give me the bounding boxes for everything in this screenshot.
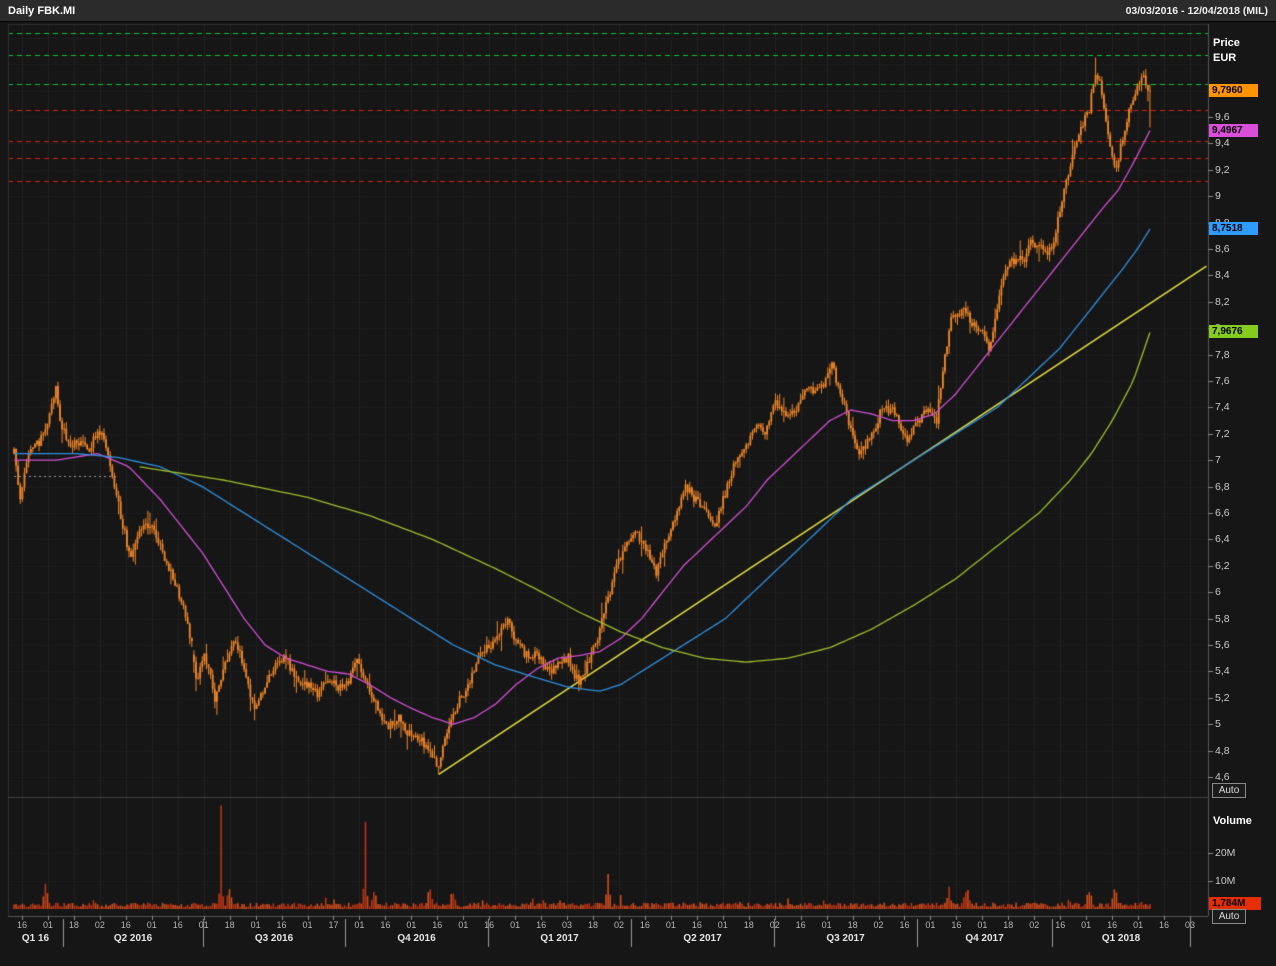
time-tick-label: 16 — [16, 920, 27, 930]
time-tick-label: 16 — [639, 920, 650, 930]
volume-auto-button[interactable]: Auto — [1212, 909, 1246, 924]
time-tick-label: 16 — [432, 920, 443, 930]
price-tick-label: 5,4 — [1215, 665, 1230, 678]
time-tick-label: 18 — [847, 920, 858, 930]
time-tick-label: 01 — [42, 920, 53, 930]
chart-date-range: 03/03/2016 - 12/04/2018 (MIL) — [1125, 4, 1268, 17]
time-tick-label: 02 — [873, 920, 884, 930]
price-axis-title: Price EUR — [1213, 36, 1240, 66]
price-tick-label: 7,6 — [1215, 375, 1230, 387]
quarter-label: Q4 2016 — [397, 933, 436, 944]
volume-tick-label: 20M — [1215, 847, 1236, 859]
price-tick-label: 8,4 — [1215, 269, 1230, 282]
quarter-label: Q3 2017 — [826, 933, 865, 944]
price-axis-title-line2: EUR — [1213, 52, 1237, 64]
time-tick-label: 01 — [406, 920, 417, 930]
time-tick-label: 01 — [354, 920, 365, 930]
time-tick-label: 01 — [977, 920, 988, 930]
time-tick-label: 16 — [380, 920, 391, 930]
last-price-value-badge: 9,7960 — [1209, 84, 1258, 98]
price-tick-label: 5 — [1215, 718, 1221, 731]
volume-axis-title: Volume — [1213, 815, 1252, 827]
time-tick-label: 17 — [328, 920, 339, 930]
ma-mid-value-badge: 8,7518 — [1209, 221, 1258, 235]
volume-last-badge: 1,784M — [1209, 897, 1261, 910]
ma-fast-value-badge: 9,4967 — [1209, 123, 1258, 137]
time-tick-label: 16 — [951, 920, 962, 930]
time-tick-label: 01 — [1081, 920, 1092, 930]
quarter-label: Q1 2018 — [1101, 933, 1141, 944]
time-tick-label: 01 — [146, 920, 157, 930]
time-tick-label: 02 — [769, 920, 780, 930]
price-tick-label: 4,6 — [1215, 771, 1230, 783]
price-tick-label: 9,2 — [1215, 163, 1230, 176]
time-tick-label: 16 — [899, 920, 910, 930]
price-tick-label: 6,8 — [1215, 480, 1230, 493]
time-tick-label: 01 — [510, 920, 521, 930]
time-tick-label: 16 — [1055, 920, 1066, 930]
time-tick-label: 18 — [68, 920, 79, 930]
time-tick-label: 16 — [1107, 920, 1118, 930]
time-tick-label: 18 — [743, 920, 754, 930]
price-tick-label: 5,8 — [1215, 612, 1230, 625]
time-tick-label: 01 — [302, 920, 313, 930]
time-tick-label: 03 — [562, 920, 573, 930]
ma-slow-value-badge: 7,9676 — [1209, 325, 1258, 339]
time-tick-label: 18 — [224, 920, 235, 930]
time-tick-label: 01 — [665, 920, 676, 930]
time-tick-label: 01 — [1133, 920, 1144, 930]
time-tick-label: 16 — [1159, 920, 1170, 930]
quarter-label: Q2 2017 — [683, 933, 722, 944]
price-axis-title-line1: Price — [1213, 37, 1240, 49]
quarter-label: Q1 16 — [21, 933, 50, 944]
price-tick-label: 4,8 — [1215, 744, 1230, 757]
time-tick-label: 01 — [198, 920, 209, 930]
quarter-label: Q2 2016 — [113, 933, 153, 944]
time-tick-label: 16 — [795, 920, 806, 930]
time-tick-label: 16 — [172, 920, 183, 930]
price-tick-label: 6,4 — [1215, 533, 1230, 546]
price-tick-label: 9,4 — [1215, 137, 1230, 150]
quarter-label: Q1 2017 — [540, 933, 579, 944]
price-tick-label: 8,6 — [1215, 243, 1230, 255]
time-tick-label: 18 — [1003, 920, 1014, 930]
price-tick-label: 9,6 — [1215, 111, 1230, 123]
chart-title: Daily FBK.MI — [8, 4, 76, 17]
price-tick-label: 6,2 — [1215, 559, 1230, 572]
time-tick-label: 18 — [588, 920, 599, 930]
time-tick-label: 16 — [120, 920, 131, 930]
price-auto-button[interactable]: Auto — [1212, 783, 1246, 798]
time-tick-label: 01 — [821, 920, 832, 930]
price-tick-label: 7 — [1215, 454, 1221, 467]
time-tick-label: 01 — [250, 920, 261, 930]
price-tick-label: 5,6 — [1215, 639, 1230, 651]
price-tick-label: 7,4 — [1215, 401, 1230, 414]
title-bar: Daily FBK.MI 03/03/2016 - 12/04/2018 (MI… — [0, 0, 1276, 22]
quarter-label: Q3 2016 — [254, 933, 294, 944]
time-tick-label: 16 — [691, 920, 702, 930]
price-tick-label: 6 — [1215, 586, 1221, 599]
price-tick-label: 9 — [1215, 190, 1221, 203]
price-tick-label: 6,6 — [1215, 507, 1230, 519]
time-tick-label: 03 — [1184, 920, 1195, 930]
price-tick-label: 8,2 — [1215, 295, 1230, 308]
price-tick-label: 5,2 — [1215, 691, 1230, 704]
time-tick-label: 02 — [1029, 920, 1040, 930]
time-tick-label: 16 — [484, 920, 495, 930]
volume-tick-label: 10M — [1215, 875, 1236, 887]
price-tick-label: 7,8 — [1215, 348, 1230, 361]
quarter-label: Q4 2017 — [965, 933, 1004, 944]
time-tick-label: 01 — [925, 920, 936, 930]
time-tick-label: 01 — [717, 920, 728, 930]
time-tick-label: 02 — [613, 920, 624, 930]
time-tick-label: 16 — [276, 920, 287, 930]
time-tick-label: 02 — [94, 920, 105, 930]
time-tick-label: 16 — [536, 920, 547, 930]
price-tick-label: 7,2 — [1215, 427, 1230, 440]
time-tick-label: 01 — [458, 920, 469, 930]
